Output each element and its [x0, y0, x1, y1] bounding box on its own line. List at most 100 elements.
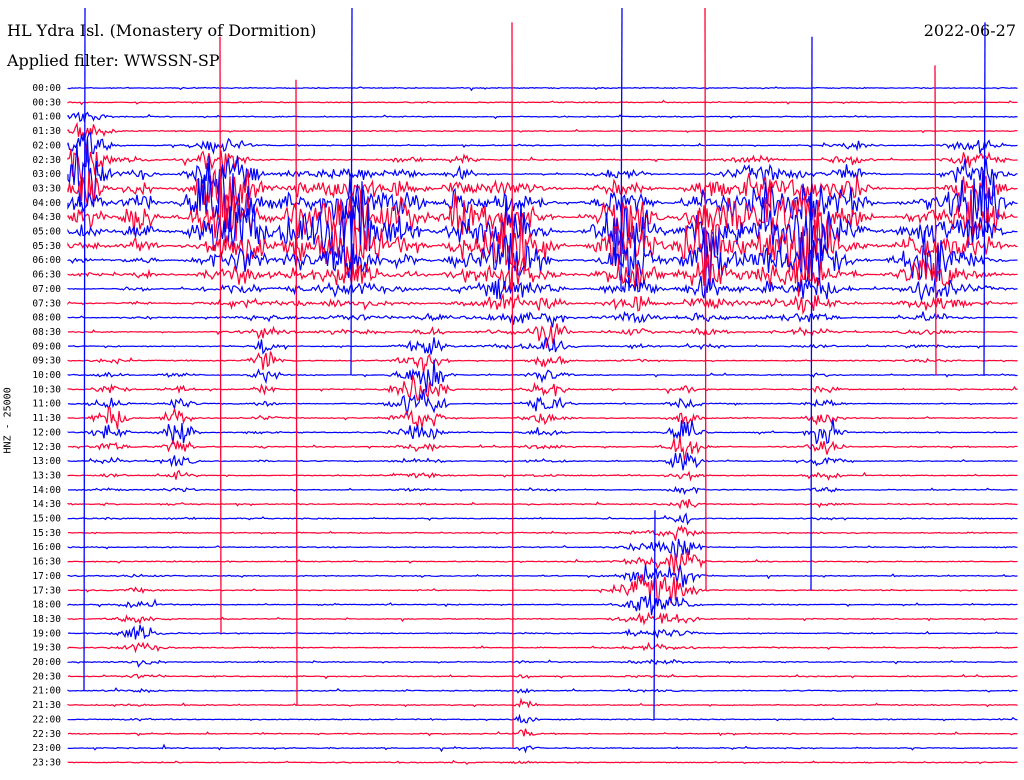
trace-line	[67, 275, 1018, 301]
row-time-label: 20:00	[32, 657, 61, 668]
row-time-label: 23:30	[32, 757, 61, 768]
trace-line	[67, 359, 1018, 393]
trace-line	[67, 469, 1018, 482]
row-time-label: 17:00	[32, 571, 61, 582]
row-time-label: 00:30	[32, 97, 61, 108]
trace-line	[67, 179, 1018, 245]
row-time-label: 23:00	[32, 743, 61, 754]
row-time-label: 12:00	[32, 427, 61, 438]
trace-line	[67, 292, 1018, 316]
trace-line	[67, 498, 1018, 510]
row-time-label: 03:30	[32, 183, 61, 194]
spike-line	[810, 36, 813, 591]
row-time-label: 13:30	[32, 470, 61, 481]
trace-line	[67, 673, 1018, 680]
row-time-label: 13:00	[32, 456, 61, 467]
row-time-label: 02:00	[32, 140, 61, 151]
spike-line	[620, 7, 623, 289]
trace-line	[67, 436, 1018, 462]
trace-line	[67, 550, 1018, 576]
row-time-label: 18:00	[32, 600, 61, 611]
row-time-label: 21:30	[32, 700, 61, 711]
row-time-label: 00:00	[32, 83, 61, 94]
trace-line	[67, 310, 1018, 328]
row-time-label: 14:00	[32, 485, 61, 496]
spike-line	[653, 510, 656, 720]
row-time-label: 01:30	[32, 126, 61, 137]
trace-line	[67, 389, 1018, 416]
trace-line	[67, 658, 1018, 668]
row-time-label: 09:00	[32, 341, 61, 352]
row-time-label: 07:30	[32, 298, 61, 309]
row-time-label: 19:00	[32, 628, 61, 639]
trace-line	[67, 452, 1018, 471]
row-time-label: 16:30	[32, 557, 61, 568]
trace-line	[67, 144, 1018, 184]
spike-line	[934, 65, 937, 376]
row-time-label: 20:30	[32, 671, 61, 682]
trace-line	[67, 512, 1018, 526]
spike-line	[295, 79, 298, 706]
trace-line	[67, 131, 1018, 155]
row-time-label: 10:30	[32, 384, 61, 395]
trace-line	[67, 728, 1018, 737]
trace-line	[67, 181, 1018, 277]
row-time-label: 08:30	[32, 327, 61, 338]
row-label-group: 00:00 00:30 01:00 01:30 02:00 02:30 03:00 03:30…	[32, 83, 61, 768]
trace-line	[68, 323, 1018, 349]
row-time-label: 21:00	[32, 686, 61, 697]
row-time-label: 11:30	[32, 413, 61, 424]
row-time-label: 19:30	[32, 643, 61, 654]
trace-line	[67, 687, 1018, 694]
trace-line	[67, 336, 1018, 355]
row-time-label: 03:00	[32, 169, 61, 180]
row-time-label: 04:30	[32, 212, 61, 223]
date-label: 2022-06-27	[923, 21, 1016, 40]
trace-line	[67, 121, 1018, 141]
trace-line	[67, 759, 1018, 766]
trace-line	[67, 374, 1018, 402]
row-time-label: 18:30	[32, 614, 61, 625]
spike-line	[350, 7, 353, 376]
trace-line	[67, 210, 1018, 284]
trace-line	[67, 227, 1018, 292]
row-time-label: 04:00	[32, 198, 61, 209]
trace-line	[67, 86, 1018, 92]
spike-line	[704, 7, 707, 591]
row-time-label: 11:00	[32, 399, 61, 410]
row-time-label: 15:30	[32, 528, 61, 539]
trace-line	[67, 697, 1018, 709]
trace-line	[67, 564, 1018, 588]
row-time-label: 15:00	[32, 514, 61, 525]
trace-line	[67, 139, 1018, 208]
row-time-label: 22:30	[32, 729, 61, 740]
trace-line	[67, 594, 1018, 616]
trace-line	[67, 524, 1018, 541]
filter-label: Applied filter: WWSSN-SP	[7, 51, 220, 70]
row-time-label: 14:30	[32, 499, 61, 510]
row-time-label: 22:00	[32, 714, 61, 725]
row-time-label: 05:30	[32, 241, 61, 252]
row-time-label: 12:30	[32, 442, 61, 453]
row-time-label: 16:00	[32, 542, 61, 553]
row-time-label: 09:30	[32, 356, 61, 367]
trace-line	[67, 252, 1018, 297]
row-time-label: 05:00	[32, 227, 61, 238]
trace-line	[67, 611, 1018, 626]
trace-line	[67, 624, 1018, 640]
row-time-label: 10:00	[32, 370, 61, 381]
trace-line	[67, 99, 1018, 106]
trace-line	[67, 406, 1018, 430]
trace-line	[67, 485, 1018, 496]
row-time-label: 08:00	[32, 313, 61, 324]
row-time-label: 02:30	[32, 155, 61, 166]
spike-line	[83, 7, 86, 691]
row-time-label: 07:00	[32, 284, 61, 295]
trace-line	[67, 713, 1018, 724]
spike-line	[511, 22, 514, 749]
trace-line	[67, 538, 1018, 561]
trace-line	[67, 743, 1018, 754]
trace-line	[67, 111, 1018, 123]
trace-line	[67, 419, 1018, 445]
